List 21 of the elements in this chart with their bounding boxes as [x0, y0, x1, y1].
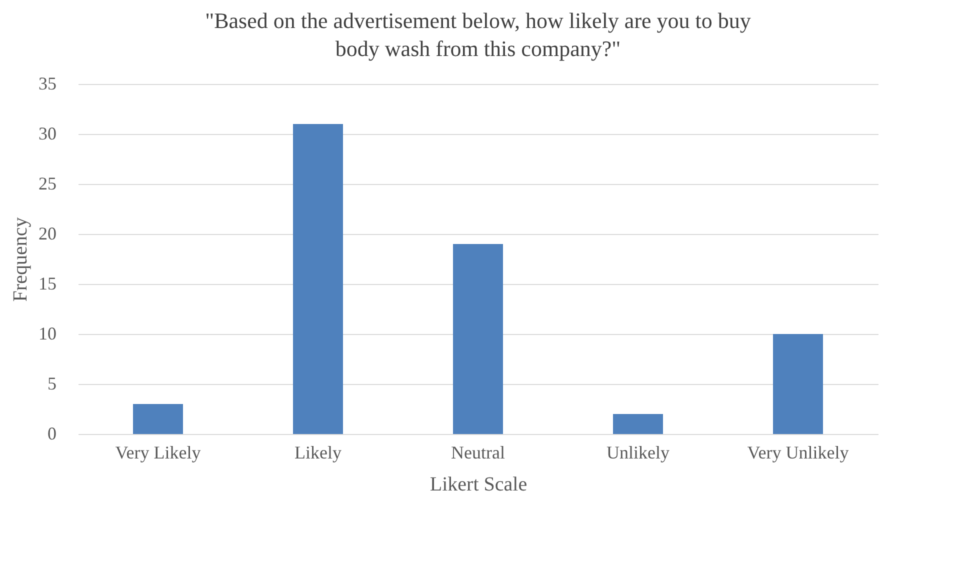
x-tick-label: Very Likely — [115, 442, 201, 462]
y-tick-label: 0 — [48, 424, 56, 444]
chart-title: "Based on the advertisement below, how likely are you to buy body wash from this company?" — [205, 8, 751, 61]
x-axis-title: Likert Scale — [430, 474, 528, 496]
bar — [453, 244, 503, 434]
x-tick-label: Neutral — [451, 442, 505, 462]
bar — [293, 124, 343, 434]
y-axis-title: Frequency — [10, 217, 32, 302]
x-tick-label: Likely — [294, 442, 342, 462]
y-tick-label: 30 — [38, 124, 56, 144]
y-tick-label: 15 — [38, 274, 56, 294]
bar — [613, 414, 663, 434]
x-tick-label: Unlikely — [606, 442, 670, 462]
bar — [133, 404, 183, 434]
y-tick-label: 35 — [38, 74, 56, 94]
bar — [773, 334, 823, 434]
y-tick-label: 10 — [38, 324, 56, 344]
y-tick-label: 20 — [38, 224, 56, 244]
y-tick-label: 25 — [38, 174, 56, 194]
x-tick-label: Very Unlikely — [747, 442, 849, 462]
y-tick-label: 5 — [48, 374, 56, 394]
